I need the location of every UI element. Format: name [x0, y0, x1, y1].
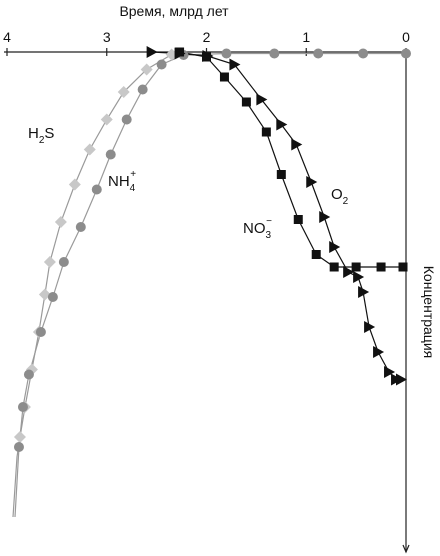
data-point-diamond	[100, 113, 113, 126]
data-point-circle	[58, 257, 69, 267]
data-point-triangle	[202, 50, 214, 62]
data-point-triangle	[256, 93, 268, 106]
series-label-3: O2	[331, 186, 349, 207]
series-line-2	[179, 51, 403, 268]
series-line-1	[14, 52, 406, 518]
data-point-triangle	[384, 366, 396, 378]
data-point-circle	[75, 222, 86, 232]
data-point-triangle	[343, 266, 355, 278]
data-point-circle	[137, 84, 148, 95]
data-point-circle	[156, 59, 167, 70]
data-point-diamond	[13, 431, 26, 443]
data-point-square	[241, 97, 251, 107]
series-label-2: NO3−	[243, 216, 272, 241]
y-axis-title: Концентрация	[421, 266, 437, 358]
data-point-circle	[358, 48, 369, 59]
x-tick-label: 1	[302, 29, 310, 45]
x-tick-label: 3	[103, 29, 111, 45]
data-point-triangle	[329, 241, 341, 253]
data-point-triangle	[146, 46, 158, 58]
data-point-circle	[23, 369, 34, 380]
x-axis-title: Время, млрд лет	[119, 3, 229, 19]
data-point-square	[276, 170, 286, 179]
data-point-square	[376, 262, 386, 272]
data-point-triangle	[229, 58, 241, 71]
data-point-circle	[121, 114, 132, 125]
y-axis-arrow	[402, 544, 410, 554]
data-point-circle	[91, 184, 102, 195]
data-point-square	[351, 262, 361, 272]
data-point-triangle	[276, 118, 288, 131]
data-point-triangle	[319, 211, 331, 223]
x-tick-label: 4	[3, 29, 11, 45]
data-point-circle	[269, 48, 280, 59]
data-point-circle	[47, 292, 58, 302]
data-point-circle	[17, 402, 28, 412]
series-lines	[12, 51, 406, 518]
x-tick-label: 0	[402, 29, 410, 45]
data-point-triangle	[353, 271, 365, 283]
data-point-square	[261, 127, 271, 137]
data-point-triangle	[291, 138, 303, 151]
series-label-1: NH4+	[108, 169, 136, 194]
data-point-circle	[35, 327, 46, 337]
data-point-diamond	[140, 63, 153, 76]
data-point-diamond	[38, 288, 51, 301]
axes: 4 3 2 1 0 Время, млрд лет Концентрация	[3, 3, 437, 554]
series-markers	[13, 46, 411, 452]
data-point-triangle	[174, 47, 186, 60]
series-labels: H2S NH4+ NO3− O2	[28, 125, 349, 241]
data-point-diamond	[117, 86, 130, 98]
data-point-triangle	[358, 286, 370, 298]
data-point-triangle	[373, 346, 385, 358]
data-point-diamond	[43, 256, 56, 268]
series-line-3	[151, 51, 401, 381]
data-point-circle	[221, 48, 232, 59]
data-point-square	[329, 262, 339, 272]
data-point-triangle	[364, 321, 376, 333]
data-point-circle	[313, 48, 324, 59]
data-point-square	[311, 250, 321, 259]
data-point-square	[398, 262, 408, 272]
x-tick-label: 2	[203, 29, 211, 45]
data-point-diamond	[68, 178, 81, 191]
data-point-diamond	[54, 216, 67, 228]
data-point-square	[219, 72, 229, 82]
series-label-0: H2S	[28, 125, 54, 146]
data-point-square	[293, 215, 303, 224]
data-point-circle	[401, 48, 411, 59]
data-point-triangle	[306, 176, 318, 188]
series-line-0	[12, 53, 172, 518]
data-point-triangle	[396, 373, 408, 386]
data-point-diamond	[83, 143, 96, 156]
data-point-circle	[105, 149, 116, 160]
data-point-circle	[13, 442, 24, 452]
